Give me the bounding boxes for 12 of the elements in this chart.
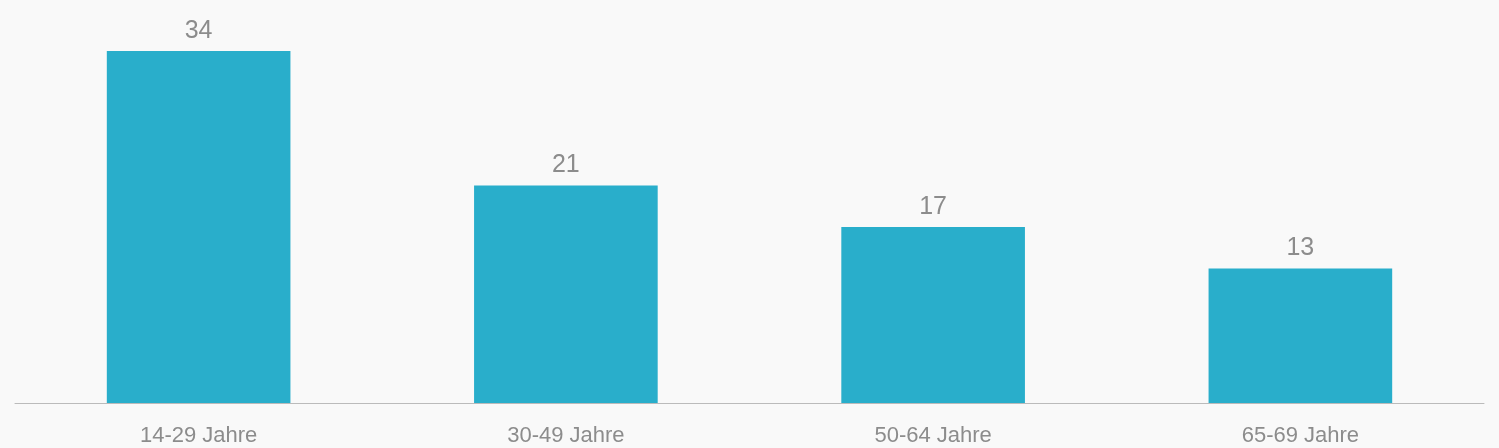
x-tick-label: 14-29 Jahre — [139, 421, 258, 447]
bar — [841, 227, 1025, 403]
data-label: 13 — [1286, 231, 1315, 260]
x-tick-label: 50-64 Jahre — [874, 421, 992, 447]
bar — [1208, 268, 1393, 403]
bar — [474, 185, 658, 403]
data-label: 34 — [184, 14, 213, 43]
x-tick-label: 65-69 Jahre — [1241, 421, 1360, 447]
x-tick-label: 30-49 Jahre — [507, 421, 625, 447]
data-label: 21 — [551, 149, 580, 178]
data-label: 17 — [919, 190, 948, 219]
bar — [106, 51, 291, 403]
